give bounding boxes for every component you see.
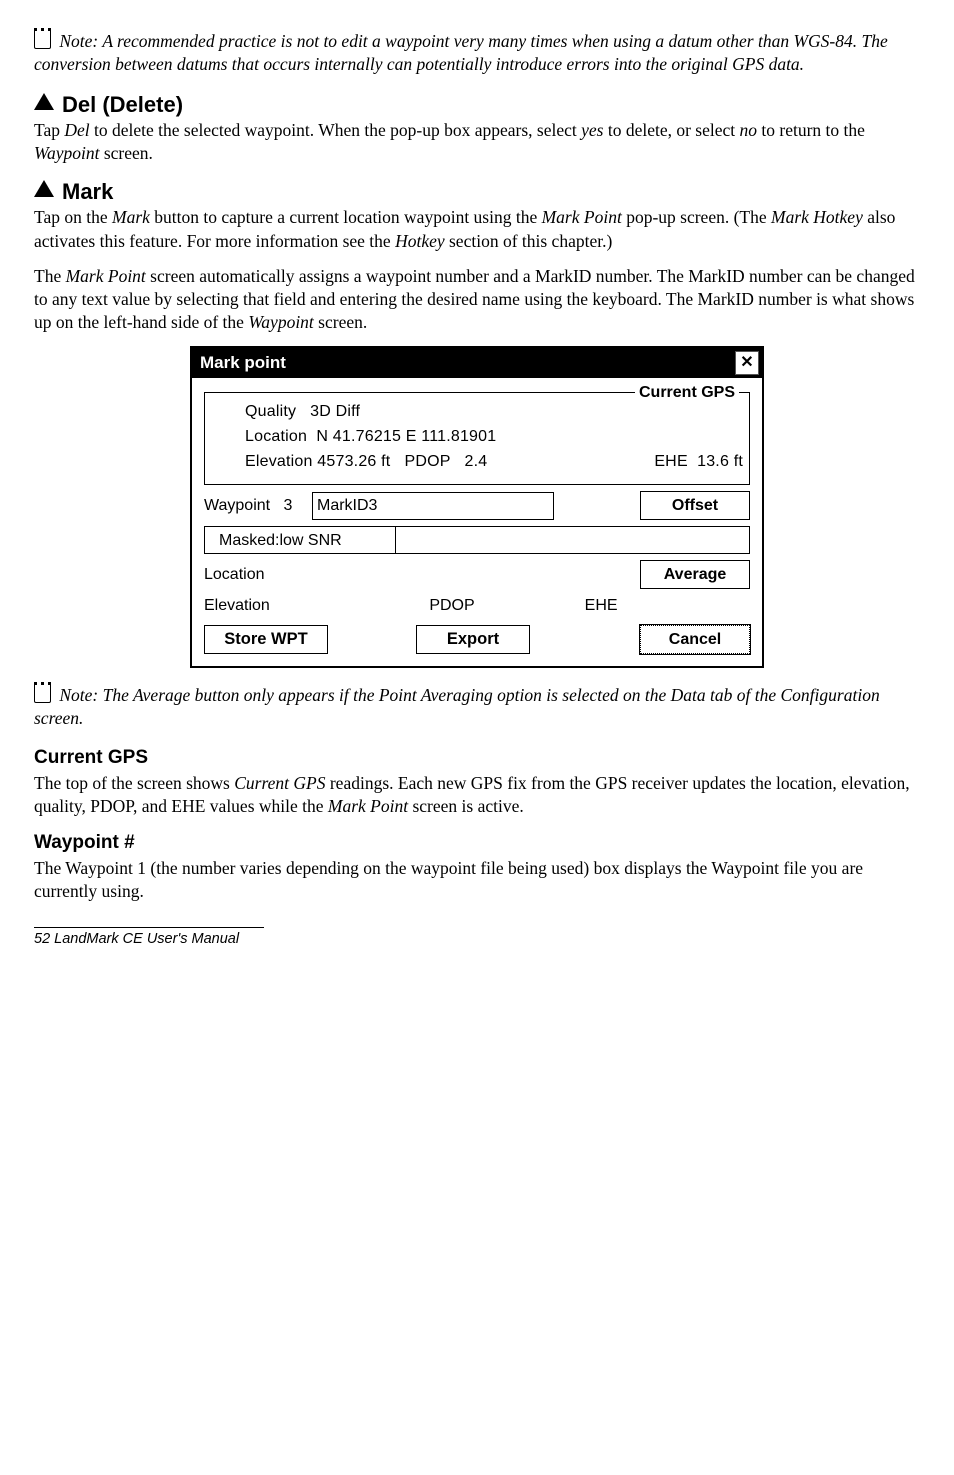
- waypoint-label: Waypoint 3: [204, 495, 312, 516]
- note-icon: [34, 28, 51, 49]
- heading-current-gps: Current GPS: [34, 745, 920, 770]
- mark-paragraph-2: The Mark Point screen automatically assi…: [34, 265, 920, 334]
- elevation-label: Elevation: [204, 595, 369, 616]
- footer-text: 52 LandMark CE User's Manual: [34, 930, 920, 949]
- store-wpt-button[interactable]: Store WPT: [204, 625, 328, 655]
- masked-row: Masked:low SNR: [204, 526, 750, 554]
- dialog-body: Current GPS Quality 3D Diff Location N 4…: [192, 378, 762, 666]
- export-button[interactable]: Export: [416, 625, 530, 655]
- location-label: Location: [204, 564, 640, 585]
- heading-mark: Mark: [34, 177, 920, 206]
- quality-line: Quality 3D Diff: [245, 401, 743, 422]
- footer-rule: [34, 927, 264, 928]
- note-block-1: Note: A recommended practice is not to e…: [34, 28, 920, 76]
- elev-row: Elevation PDOP EHE: [204, 595, 750, 616]
- note-text: Note: A recommended practice is not to e…: [34, 31, 888, 74]
- triangle-icon: [34, 180, 54, 197]
- heading-del: Del (Delete): [34, 90, 920, 119]
- note-icon: [34, 682, 51, 703]
- waypoint-row: Waypoint 3 MarkID3 Offset: [204, 491, 750, 520]
- pdop-label: PDOP: [369, 595, 534, 616]
- masked-label: Masked:low SNR: [205, 527, 396, 553]
- offset-button[interactable]: Offset: [640, 491, 750, 520]
- waypoint-id-input[interactable]: MarkID3: [312, 492, 554, 520]
- current-gps-group: Current GPS Quality 3D Diff Location N 4…: [204, 392, 750, 485]
- current-gps-paragraph: The top of the screen shows Current GPS …: [34, 772, 920, 818]
- triangle-icon: [34, 93, 54, 110]
- ehe-label: EHE: [535, 595, 750, 616]
- dialog-container: Mark point ✕ Current GPS Quality 3D Diff…: [34, 346, 920, 668]
- del-paragraph: Tap Del to delete the selected waypoint.…: [34, 119, 920, 165]
- average-button[interactable]: Average: [640, 560, 750, 589]
- heading-mark-title: Mark: [62, 179, 113, 204]
- close-icon[interactable]: ✕: [735, 351, 759, 375]
- location-row: Location Average: [204, 560, 750, 589]
- group-legend: Current GPS: [635, 382, 739, 403]
- bottom-button-row: Store WPT Export Cancel: [204, 625, 750, 655]
- dialog-titlebar[interactable]: Mark point ✕: [192, 348, 762, 378]
- cancel-button[interactable]: Cancel: [640, 625, 750, 654]
- waypoint-num-paragraph: The Waypoint 1 (the number varies depend…: [34, 857, 920, 903]
- dialog-title: Mark point: [200, 352, 286, 374]
- heading-del-title: Del (Delete): [62, 92, 183, 117]
- heading-waypoint-num: Waypoint #: [34, 830, 920, 855]
- note-block-2: Note: The Average button only appears if…: [34, 682, 920, 730]
- note-text: Note: The Average button only appears if…: [34, 685, 880, 728]
- location-line: Location N 41.76215 E 111.81901: [245, 426, 743, 447]
- elev-pdop-ehe-line: Elevation 4573.26 ft PDOP 2.4 EHE 13.6 f…: [245, 451, 743, 472]
- mark-paragraph-1: Tap on the Mark button to capture a curr…: [34, 206, 920, 252]
- mark-point-dialog: Mark point ✕ Current GPS Quality 3D Diff…: [190, 346, 764, 668]
